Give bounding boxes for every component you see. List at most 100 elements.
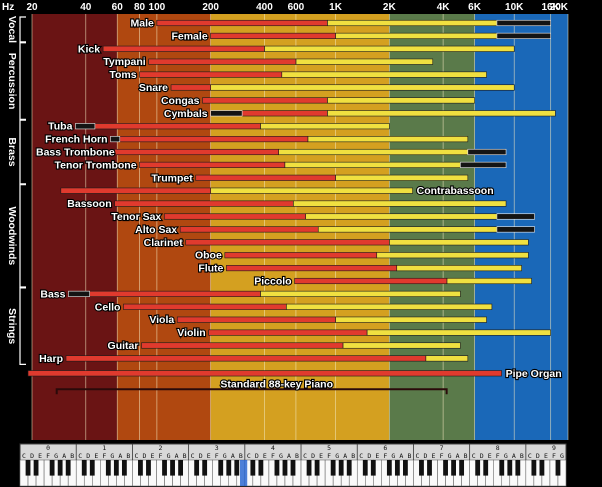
octave-label: 5 (327, 444, 331, 452)
octave-label: 2 (159, 444, 163, 452)
extended-bar (496, 213, 535, 220)
harmonic-bar (327, 110, 556, 117)
black-key (330, 460, 336, 476)
instrument-label: Cymbals (164, 108, 208, 120)
instrument-label: Tenor Trombone (55, 159, 137, 171)
x-tick-label: 60 (112, 2, 124, 13)
note-letter: E (375, 452, 379, 460)
harmonic-bar (278, 148, 469, 156)
octave-label: 7 (440, 444, 444, 452)
x-tick-label: 6K (468, 2, 482, 13)
fundamental-bar (202, 97, 328, 104)
note-letter: E (319, 452, 323, 460)
instrument-label: Tenor Sax (111, 211, 161, 223)
group-bracket (19, 184, 26, 288)
instrument-label: Trumpet (151, 172, 193, 184)
black-key (250, 460, 256, 476)
harmonic-bar (342, 342, 461, 349)
note-letter: G (391, 452, 395, 460)
harmonic-bar (284, 161, 461, 168)
x-tick-label: 200 (202, 2, 219, 13)
harmonic-bar (376, 252, 529, 259)
x-tick-label: 4K (437, 2, 451, 13)
instrument-contrabassoon: Contrabassoon (60, 184, 495, 198)
fundamental-bar (60, 187, 211, 194)
note-letter: B (239, 452, 243, 460)
fundamental-bar (119, 136, 309, 143)
note-letter: A (287, 452, 291, 460)
x-tick-label: 16K (542, 2, 561, 13)
harmonic-bar (335, 316, 487, 323)
fundamental-bar (65, 355, 427, 362)
harmonic-bar (210, 187, 413, 194)
fundamental-bar (185, 239, 390, 246)
group-woodwinds: Woodwinds (6, 184, 26, 288)
note-letter: C (22, 452, 26, 460)
x-tick-label: 400 (256, 2, 273, 13)
note-letter: C (415, 452, 419, 460)
note-letter: G (167, 452, 171, 460)
group-bracket (19, 16, 26, 43)
fundamental-bar (294, 277, 448, 285)
instrument-label: Tympani (103, 56, 145, 68)
instrument-tympani: Tympani (102, 55, 434, 69)
octave-label: 6 (383, 444, 387, 452)
x-tick-label: 20 (26, 2, 38, 13)
instrument-female: Female (170, 29, 551, 44)
instrument-label: Clarinet (144, 237, 184, 249)
fundamental-bar (114, 200, 294, 207)
group-vocal: Vocal (6, 16, 26, 43)
octave-label: 9 (552, 444, 556, 452)
black-key (33, 460, 39, 476)
group-bracket (19, 42, 26, 120)
note-letter: F (102, 452, 106, 460)
black-key (170, 460, 175, 476)
note-letter: C (78, 452, 82, 460)
harmonic-bar (327, 97, 475, 104)
fundamental-bar (210, 32, 336, 39)
instrument-harp: Harp (38, 352, 469, 366)
instrument-label: Congas (161, 95, 200, 107)
group-label: Percussion (6, 53, 18, 110)
fundamental-bar (179, 226, 319, 233)
x-tick-label: 1K (329, 2, 343, 13)
instrument-clarinet: Clarinet (143, 236, 529, 250)
instrument-snare: Snare (138, 81, 515, 95)
note-letter: A (456, 452, 460, 460)
octave-label: 8 (496, 444, 500, 452)
instrument-bassoon: Bassoon (66, 197, 507, 211)
fundamental-bar (170, 84, 211, 91)
instrument-piccolo: Piccolo (253, 274, 532, 289)
note-letter: G (335, 452, 339, 460)
fundamental-bar (224, 252, 378, 259)
fundamental-bar (102, 45, 265, 52)
black-key (314, 460, 320, 476)
octave-label: 3 (215, 444, 219, 452)
note-letter: D (30, 452, 34, 460)
harmonic-bar (210, 84, 515, 91)
harmonic-bar (366, 329, 551, 336)
instrument-label: Toms (109, 69, 136, 81)
x-tick-label: 10K (505, 2, 524, 13)
fundamental-bar (94, 123, 261, 130)
note-letter: F (496, 452, 500, 460)
extended-bar (496, 32, 551, 39)
black-key (226, 460, 232, 476)
note-letter: A (62, 452, 66, 460)
black-key (459, 460, 465, 476)
note-letter: F (440, 452, 444, 460)
harmonic-bar (425, 355, 469, 362)
instrument-tenor-sax: Tenor Sax (110, 210, 535, 224)
instrument-kick: Kick (77, 42, 515, 56)
note-letter: E (544, 452, 548, 460)
note-letter: C (528, 452, 532, 460)
black-key (138, 460, 143, 476)
note-letter: B (295, 452, 299, 460)
note-letter: B (126, 452, 130, 460)
instrument-label: French Horn (45, 134, 107, 146)
extended-bar (460, 161, 507, 168)
x-tick-label: 20K (550, 2, 569, 13)
instrument-bass-trombone: Bass Trombone (35, 145, 507, 160)
instrument-congas: Congas (160, 94, 475, 108)
